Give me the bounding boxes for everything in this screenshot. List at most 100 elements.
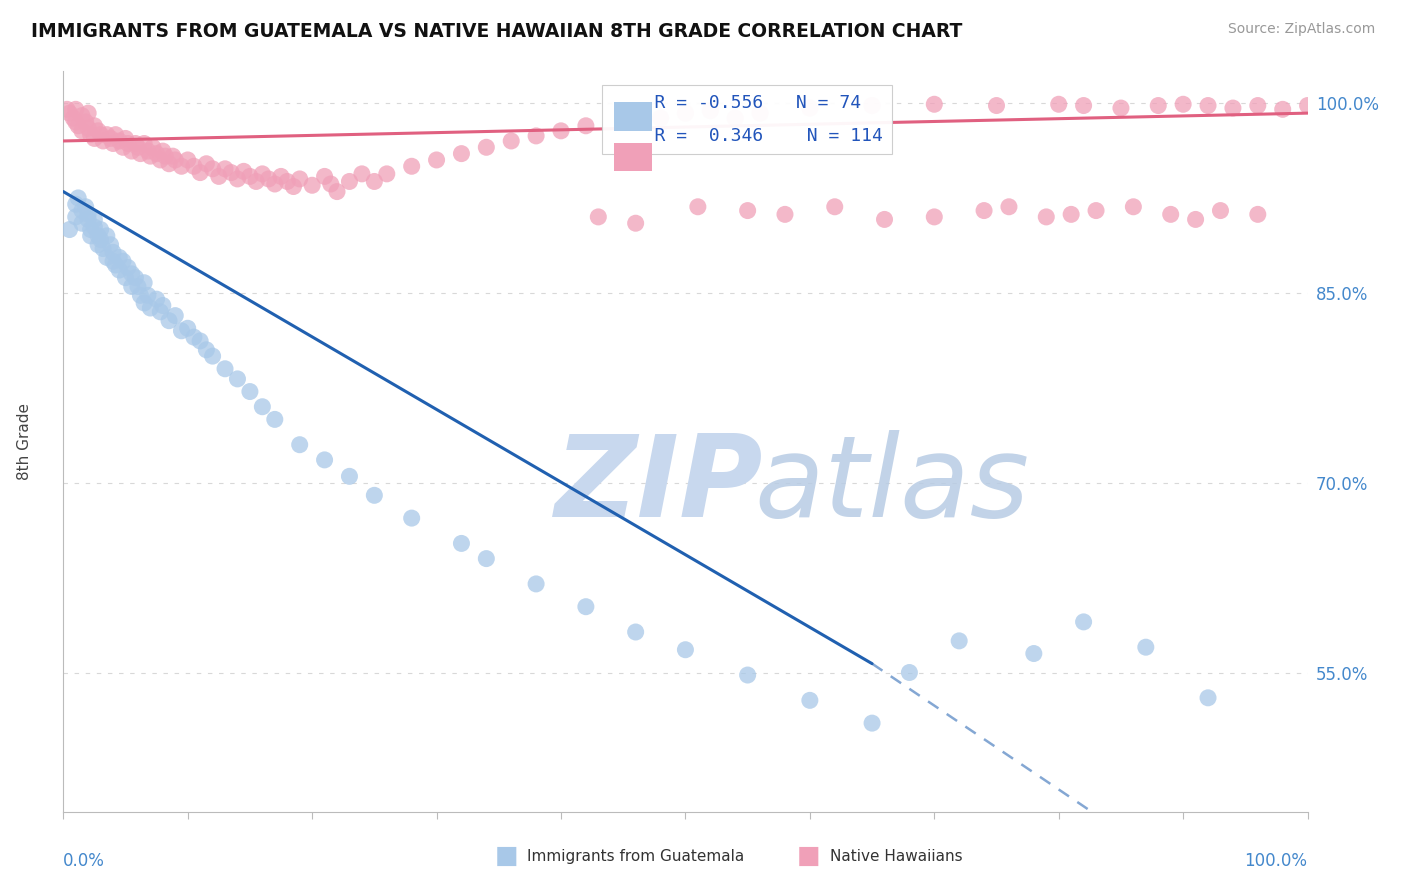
Point: [157, 314, 180, 328]
Point: [252, 167, 274, 181]
Bar: [614, 103, 652, 130]
Point: [749, 106, 772, 120]
Text: Source: ZipAtlas.com: Source: ZipAtlas.com: [1227, 22, 1375, 37]
Point: [319, 177, 342, 191]
Point: [226, 372, 249, 386]
Point: [152, 144, 174, 158]
Point: [124, 136, 146, 151]
Point: [134, 136, 156, 151]
Point: [177, 321, 200, 335]
Point: [127, 279, 149, 293]
Point: [134, 296, 156, 310]
Point: [401, 511, 423, 525]
Point: [675, 642, 697, 657]
Point: [363, 174, 385, 188]
Point: [65, 115, 87, 129]
Text: IMMIGRANTS FROM GUATEMALA VS NATIVE HAWAIIAN 8TH GRADE CORRELATION CHART: IMMIGRANTS FROM GUATEMALA VS NATIVE HAWA…: [31, 22, 962, 41]
Point: [1197, 98, 1219, 112]
Point: [121, 267, 143, 281]
Bar: [614, 144, 652, 171]
Point: [252, 400, 274, 414]
Point: [136, 288, 159, 302]
Point: [339, 469, 361, 483]
Point: [799, 101, 821, 115]
Point: [208, 169, 231, 184]
Point: [79, 222, 101, 236]
Point: [201, 349, 224, 363]
Point: [1222, 101, 1244, 115]
Point: [1209, 203, 1232, 218]
Point: [65, 210, 87, 224]
Point: [288, 438, 311, 452]
Point: [101, 245, 124, 260]
Point: [924, 210, 946, 224]
Point: [157, 157, 180, 171]
Point: [77, 121, 100, 136]
Text: ZIP: ZIP: [555, 431, 763, 541]
Point: [1247, 98, 1270, 112]
Point: [183, 159, 205, 173]
Point: [114, 270, 136, 285]
Point: [524, 577, 547, 591]
Point: [100, 237, 122, 252]
Point: [90, 222, 112, 236]
Point: [263, 177, 285, 191]
Point: [101, 254, 124, 268]
Point: [1060, 207, 1083, 221]
Point: [737, 203, 759, 218]
Point: [195, 157, 218, 171]
Point: [117, 260, 139, 275]
Point: [1197, 690, 1219, 705]
Point: [214, 361, 236, 376]
Point: [612, 113, 634, 128]
Point: [145, 146, 167, 161]
Point: [165, 153, 187, 167]
Point: [142, 140, 165, 154]
Point: [245, 174, 267, 188]
Point: [575, 119, 598, 133]
Text: Native Hawaiians: Native Hawaiians: [830, 849, 962, 863]
Point: [288, 172, 311, 186]
Point: [270, 169, 292, 184]
Point: [83, 131, 105, 145]
Point: [67, 191, 90, 205]
Point: [276, 174, 298, 188]
Point: [65, 197, 87, 211]
Point: [83, 212, 105, 227]
Point: [799, 693, 821, 707]
Point: [162, 149, 184, 163]
Point: [314, 169, 336, 184]
Point: [77, 106, 100, 120]
Point: [83, 220, 105, 235]
Point: [1073, 98, 1095, 112]
Point: [108, 263, 131, 277]
Point: [1122, 200, 1144, 214]
Point: [104, 128, 127, 142]
Point: [56, 103, 79, 117]
Point: [152, 298, 174, 312]
Point: [675, 106, 697, 120]
Point: [121, 279, 143, 293]
Point: [108, 251, 131, 265]
Point: [117, 136, 139, 151]
Point: [79, 228, 101, 243]
Point: [860, 716, 883, 731]
Point: [90, 128, 112, 142]
Point: [450, 146, 472, 161]
Point: [96, 251, 118, 265]
Point: [550, 124, 572, 138]
Point: [1173, 97, 1195, 112]
Text: ■: ■: [797, 845, 820, 868]
Point: [998, 200, 1021, 214]
Point: [58, 222, 80, 236]
Point: [75, 115, 97, 129]
Point: [1047, 97, 1070, 112]
Point: [257, 172, 280, 186]
Point: [183, 330, 205, 344]
Point: [201, 161, 224, 176]
Point: [111, 254, 134, 268]
Text: R = -0.556   N = 74
    R =  0.346    N = 114: R = -0.556 N = 74 R = 0.346 N = 114: [610, 94, 883, 145]
Point: [588, 210, 610, 224]
Point: [924, 97, 946, 112]
Point: [475, 140, 498, 154]
